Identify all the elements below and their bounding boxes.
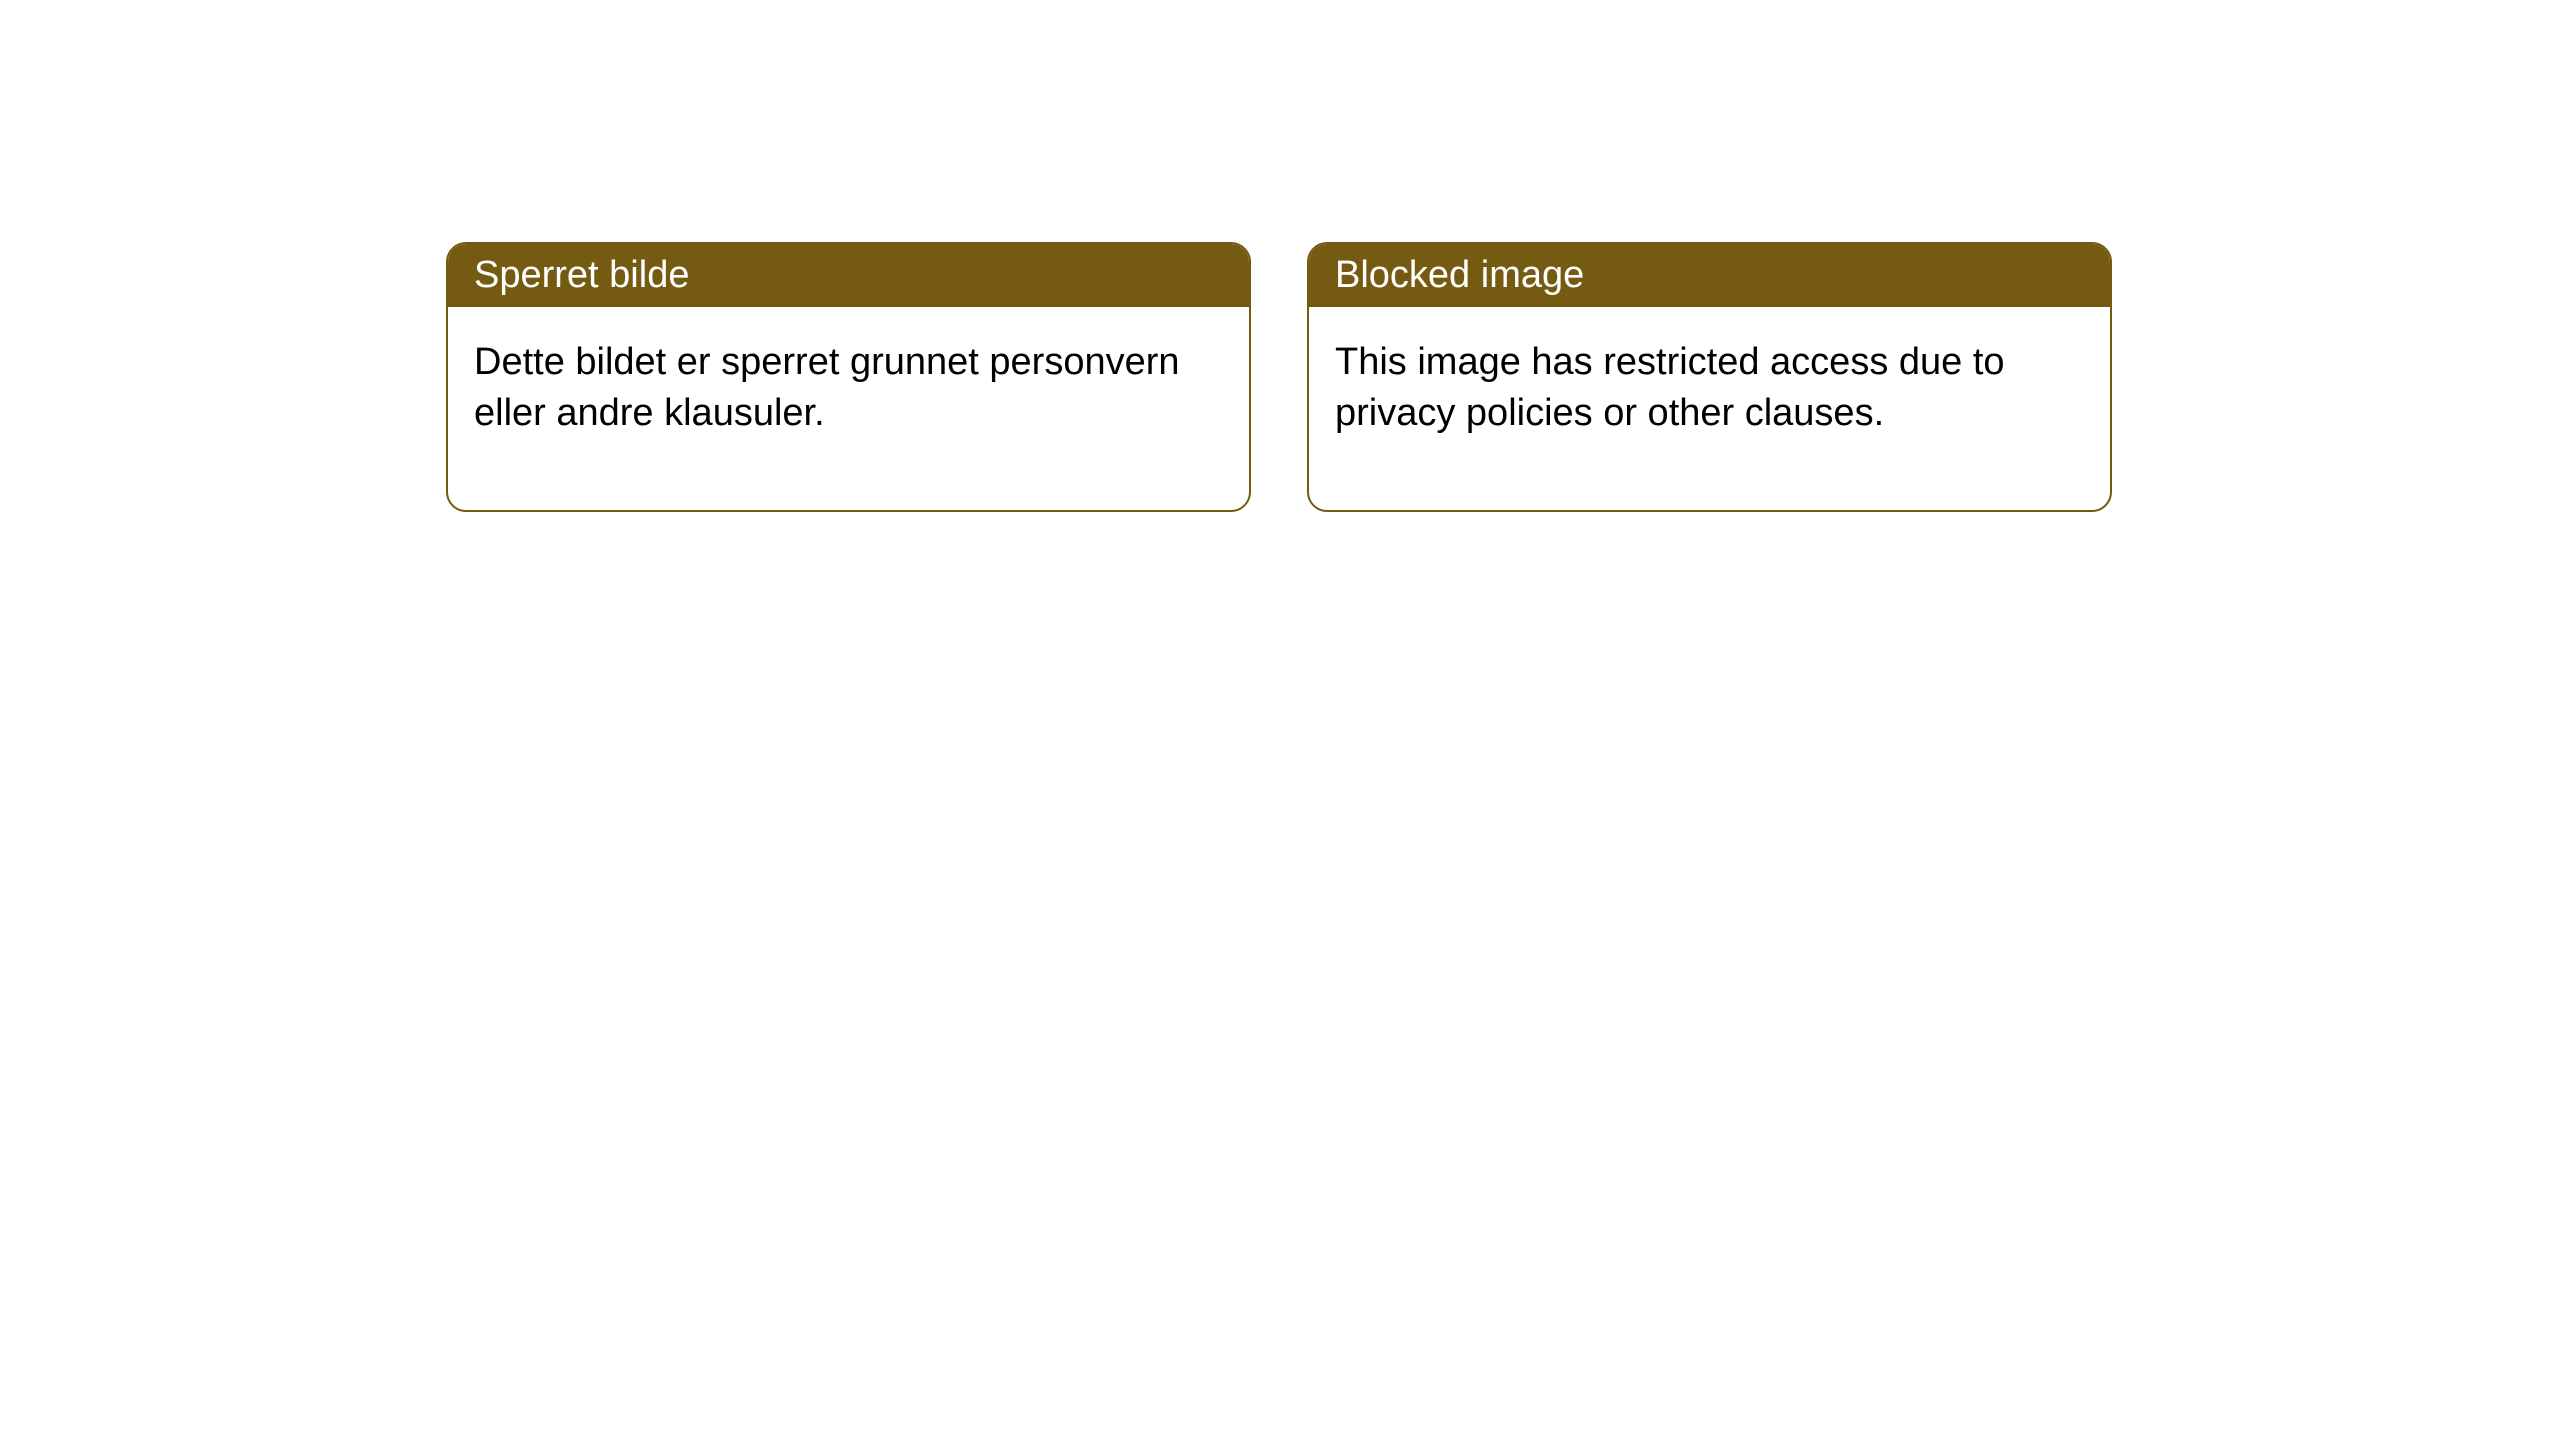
notice-body: This image has restricted access due to … [1309, 307, 2110, 510]
notice-text: Dette bildet er sperret grunnet personve… [474, 341, 1180, 434]
notice-header: Blocked image [1309, 244, 2110, 307]
notice-box-norwegian: Sperret bilde Dette bildet er sperret gr… [446, 242, 1251, 512]
notice-box-english: Blocked image This image has restricted … [1307, 242, 2112, 512]
notice-title: Blocked image [1335, 254, 1584, 296]
notice-container: Sperret bilde Dette bildet er sperret gr… [0, 0, 2560, 512]
notice-body: Dette bildet er sperret grunnet personve… [448, 307, 1249, 510]
notice-title: Sperret bilde [474, 254, 689, 296]
notice-text: This image has restricted access due to … [1335, 341, 2005, 434]
notice-header: Sperret bilde [448, 244, 1249, 307]
